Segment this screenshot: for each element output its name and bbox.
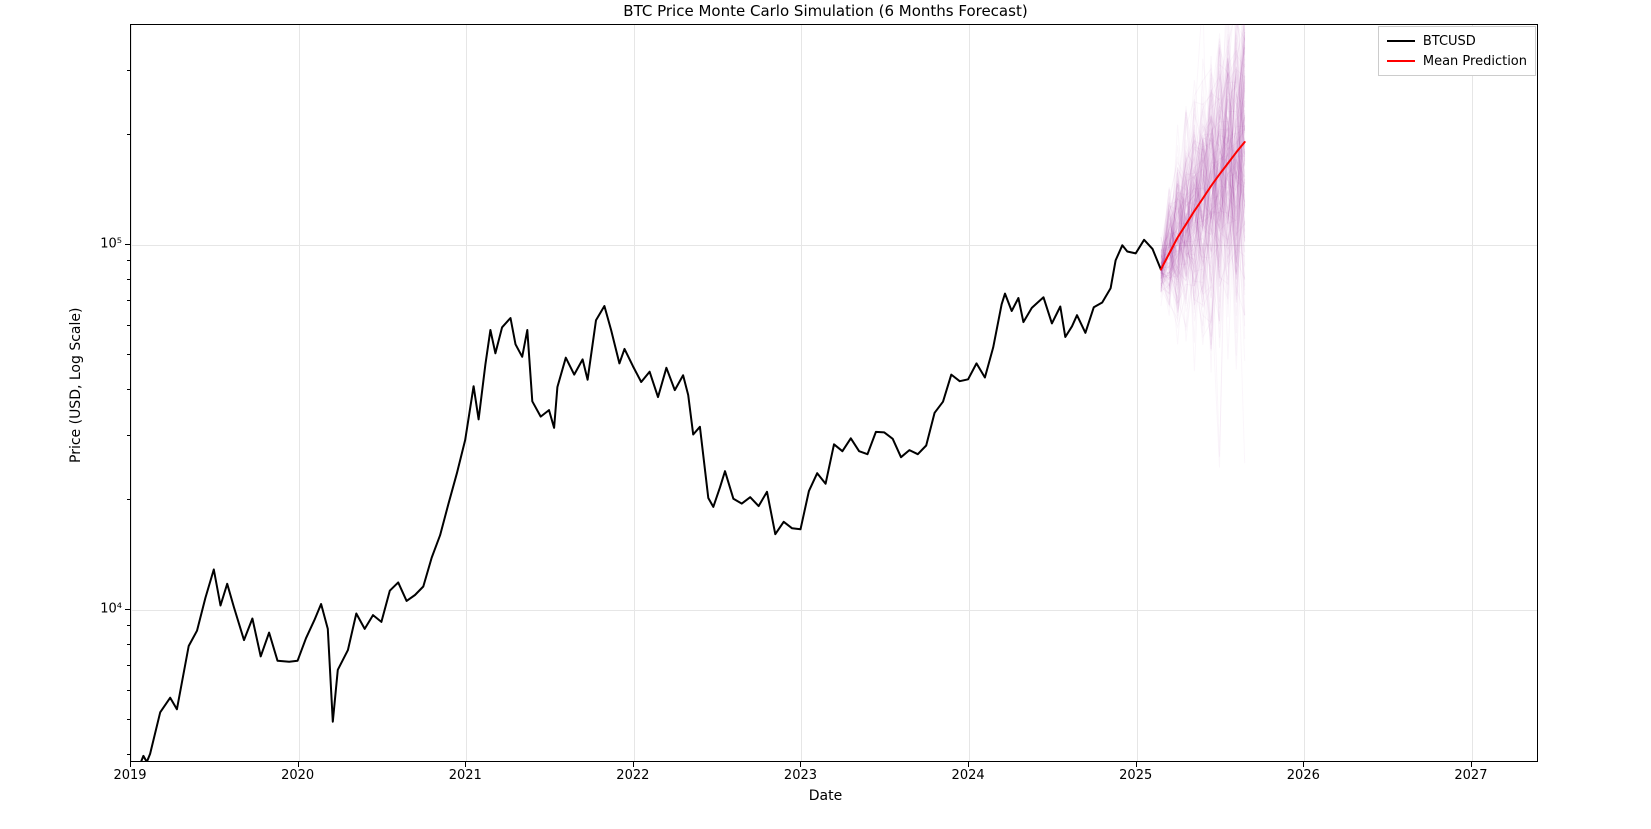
xtick-label: 2019 bbox=[113, 768, 146, 783]
chart-container: BTC Price Monte Carlo Simulation (6 Mont… bbox=[0, 0, 1651, 829]
legend-label: BTCUSD bbox=[1423, 34, 1476, 49]
legend: BTCUSD Mean Prediction bbox=[1378, 26, 1536, 76]
xtick-label: 2022 bbox=[616, 768, 649, 783]
xtick-mark bbox=[465, 762, 466, 767]
ytick-minor bbox=[127, 644, 130, 645]
ytick-minor bbox=[127, 690, 130, 691]
xtick-mark bbox=[298, 762, 299, 767]
xtick-label: 2021 bbox=[449, 768, 482, 783]
ytick-mark bbox=[125, 244, 130, 245]
ytick-minor bbox=[127, 389, 130, 390]
ytick-minor bbox=[127, 499, 130, 500]
legend-label: Mean Prediction bbox=[1423, 54, 1527, 69]
ytick-minor bbox=[127, 625, 130, 626]
ytick-label: 10⁵ bbox=[100, 236, 122, 251]
xtick-label: 2026 bbox=[1287, 768, 1320, 783]
xtick-mark bbox=[633, 762, 634, 767]
xtick-mark bbox=[968, 762, 969, 767]
ytick-minor bbox=[127, 754, 130, 755]
ytick-minor bbox=[127, 435, 130, 436]
xtick-mark bbox=[1303, 762, 1304, 767]
xtick-mark bbox=[130, 762, 131, 767]
x-axis-label: Date bbox=[0, 788, 1651, 804]
ytick-minor bbox=[127, 260, 130, 261]
ytick-minor bbox=[127, 719, 130, 720]
ytick-minor bbox=[127, 70, 130, 71]
xtick-label: 2023 bbox=[784, 768, 817, 783]
xtick-mark bbox=[800, 762, 801, 767]
ytick-label: 10⁴ bbox=[100, 601, 122, 616]
ytick-minor bbox=[127, 134, 130, 135]
ytick-minor bbox=[127, 665, 130, 666]
btcusd-line bbox=[130, 240, 1161, 769]
xtick-mark bbox=[1136, 762, 1137, 767]
legend-swatch bbox=[1387, 60, 1415, 62]
legend-item: BTCUSD bbox=[1387, 31, 1527, 51]
xtick-label: 2027 bbox=[1454, 768, 1487, 783]
plot-svg bbox=[0, 0, 1651, 829]
y-axis-label: Price (USD, Log Scale) bbox=[68, 308, 84, 463]
ytick-mark bbox=[125, 609, 130, 610]
xtick-mark bbox=[1471, 762, 1472, 767]
legend-item: Mean Prediction bbox=[1387, 51, 1527, 71]
legend-swatch bbox=[1387, 40, 1415, 42]
xtick-label: 2020 bbox=[281, 768, 314, 783]
ytick-minor bbox=[127, 354, 130, 355]
ytick-minor bbox=[127, 325, 130, 326]
ytick-minor bbox=[127, 279, 130, 280]
ytick-minor bbox=[127, 300, 130, 301]
xtick-label: 2025 bbox=[1119, 768, 1152, 783]
xtick-label: 2024 bbox=[952, 768, 985, 783]
